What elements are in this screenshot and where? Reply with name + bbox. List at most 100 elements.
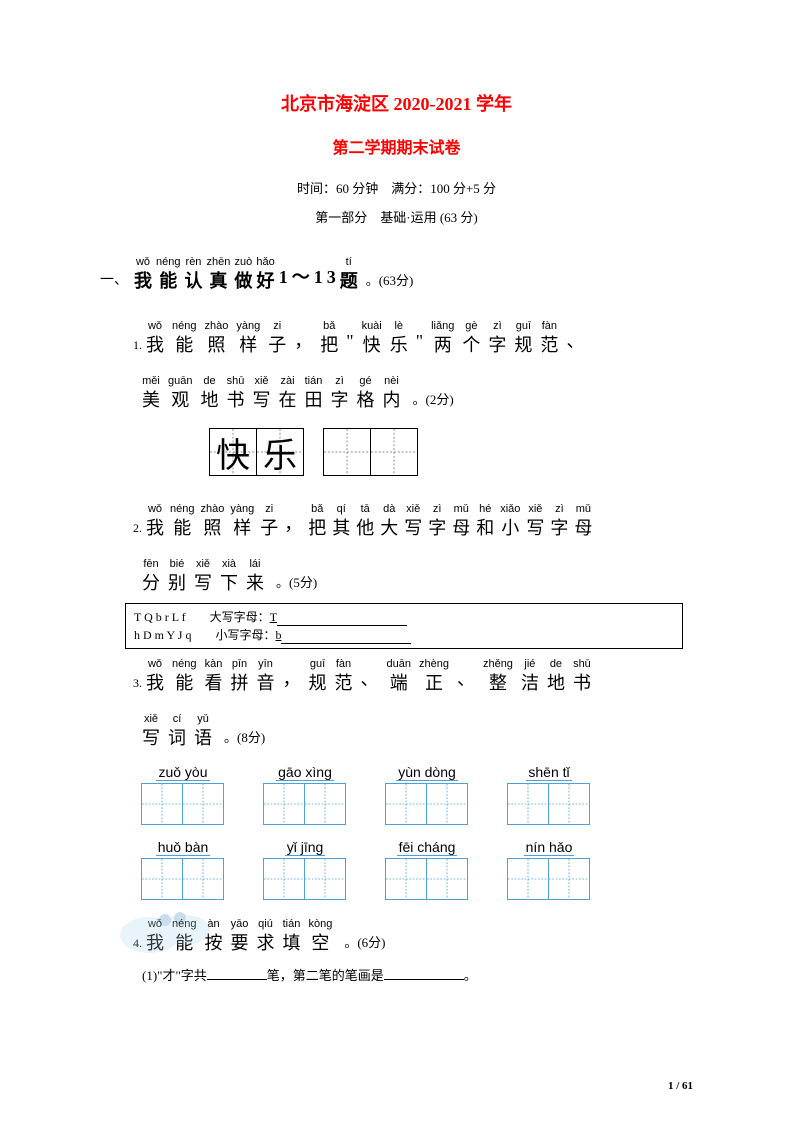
tianzi-cell — [548, 858, 590, 900]
char-group: yàng样 — [236, 319, 260, 357]
double-tianzi — [386, 783, 468, 825]
pinyin: zhěng — [483, 657, 513, 671]
pinyin: wǒ — [148, 502, 162, 516]
q4-points: 。(6分) — [344, 931, 385, 955]
pinyin: dà — [383, 502, 395, 516]
char-group: yàng样 — [230, 502, 254, 540]
char-group: 、 — [457, 653, 475, 691]
hanzi: 小 — [501, 516, 519, 540]
hanzi: 规 — [308, 671, 326, 695]
char-group: zì字 — [330, 374, 348, 412]
char-group: ～ — [292, 251, 310, 289]
char-group: wǒ我 — [146, 657, 164, 695]
pinyin: xiǎo — [500, 502, 520, 516]
pinyin: fàn — [336, 657, 351, 671]
q1-line1: 1. wǒ我néng能zhào照yàng样zi子，bǎ把"kuài快lè乐"li… — [122, 315, 693, 357]
hanzi: 快 — [363, 333, 381, 357]
char-group: yīn音 — [256, 657, 274, 695]
q3-points: 。(8分) — [224, 726, 265, 750]
char-group: cí词 — [168, 712, 186, 750]
hanzi: 按 — [204, 931, 222, 955]
char-group: hǎo好 — [256, 255, 274, 293]
q3-grid-row1: zuǒ yòugāo xìngyùn dòngshēn tǐ — [142, 764, 693, 825]
pinyin: fēn — [143, 557, 158, 571]
pinyin: yīn — [258, 657, 273, 671]
pinyin: zhào — [200, 502, 224, 516]
tianzi-cell — [304, 858, 346, 900]
pinyin: fàn — [542, 319, 557, 333]
hanzi: 把 — [308, 516, 326, 540]
hanzi: 两 — [434, 333, 452, 357]
pinyin: zì — [433, 502, 442, 516]
pinyin: bǎ — [323, 319, 335, 333]
hanzi: 字 — [550, 516, 568, 540]
hanzi: 下 — [220, 571, 238, 595]
tianzi-char: 快 — [216, 428, 250, 477]
hanzi: 语 — [194, 726, 212, 750]
tianzi-cell — [507, 783, 549, 825]
pinyin: tā — [361, 502, 370, 516]
hanzi: 和 — [476, 516, 494, 540]
char-group: guī规 — [514, 319, 532, 357]
char-group: xiě写 — [526, 502, 544, 540]
tianzi-cell — [426, 858, 468, 900]
char-group: fàn范 — [334, 657, 352, 695]
pinyin: jié — [524, 657, 535, 671]
pinyin: de — [203, 374, 215, 388]
section-points: 。(63分) — [366, 269, 414, 293]
pinyin: zi — [273, 319, 281, 333]
pinyin-grid-item: shēn tǐ — [508, 764, 590, 825]
pinyin: néng — [156, 255, 180, 269]
char-group: " — [416, 315, 423, 353]
pinyin: néng — [172, 917, 196, 931]
char-group: xià下 — [220, 557, 238, 595]
char-group: 、 — [360, 653, 378, 691]
pinyin-grid-item: yǐ jīng — [264, 839, 346, 900]
hanzi: 我 — [146, 671, 164, 695]
char-group: zhèng正 — [419, 657, 449, 695]
pinyin: wǒ — [148, 657, 162, 671]
pinyin: de — [550, 657, 562, 671]
exam-meta: 时间：60 分钟 满分：100 分+5 分 — [100, 178, 693, 197]
char-group: qí其 — [332, 502, 350, 540]
pinyin: qí — [337, 502, 346, 516]
tianzi-cell — [370, 428, 418, 476]
hanzi: 地 — [547, 671, 565, 695]
hanzi: 母 — [452, 516, 470, 540]
char-group: zhěng整 — [483, 657, 513, 695]
pinyin: mǔ — [576, 502, 591, 516]
hanzi: 个 — [462, 333, 480, 357]
tianzi-cell: 乐 — [256, 428, 304, 476]
char-group: yǔ语 — [194, 712, 212, 750]
char-group: qiú求 — [256, 917, 274, 955]
char-group: bǎ把 — [320, 319, 338, 357]
hanzi: 在 — [278, 388, 296, 412]
char-group: de地 — [200, 374, 218, 412]
char-group: zì字 — [488, 319, 506, 357]
pinyin: àn — [207, 917, 219, 931]
char-group: 1 — [279, 251, 288, 289]
pinyin-grid-item: fēi cháng — [386, 839, 468, 900]
hanzi: 格 — [356, 388, 374, 412]
hanzi: " — [416, 329, 423, 353]
pinyin-grid-item: gāo xìng — [264, 764, 346, 825]
hanzi: 字 — [428, 516, 446, 540]
hanzi: 、 — [457, 667, 475, 691]
hanzi: 来 — [246, 571, 264, 595]
char-group: néng能 — [172, 319, 196, 357]
tianzi-cell — [426, 783, 468, 825]
q1-points: 。(2分) — [412, 388, 453, 412]
hanzi: 认 — [184, 269, 202, 293]
hanzi: 要 — [230, 931, 248, 955]
hanzi: 子 — [268, 333, 286, 357]
pinyin: cí — [173, 712, 182, 726]
hanzi: 规 — [514, 333, 532, 357]
char-group: měi美 — [142, 374, 160, 412]
pinyin-label: yǐ jīng — [285, 839, 326, 856]
pinyin: mǔ — [454, 502, 469, 516]
char-group: zi子 — [268, 319, 286, 357]
q2-points: 。(5分) — [276, 571, 317, 595]
tianzi-cell — [182, 783, 224, 825]
char-group: kàn看 — [204, 657, 222, 695]
hanzi: 我 — [146, 333, 164, 357]
